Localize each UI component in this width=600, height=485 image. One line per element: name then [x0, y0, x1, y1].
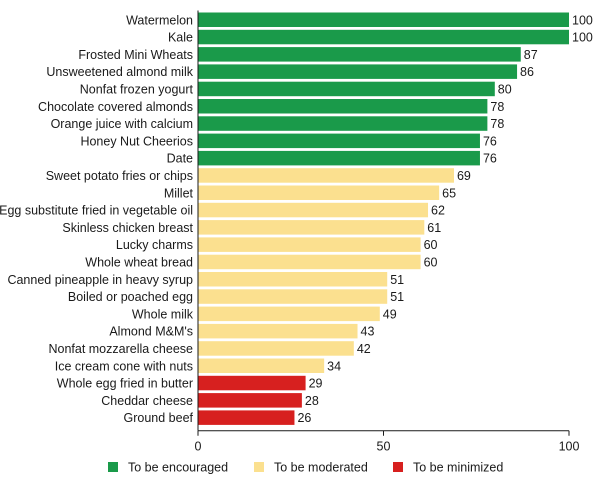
bar: [198, 133, 480, 149]
bar: [198, 47, 521, 62]
category-label: Millet: [164, 186, 194, 200]
category-label: Nonfat frozen yogurt: [80, 82, 194, 96]
bar: [198, 29, 569, 45]
category-label: Watermelon: [126, 13, 193, 27]
value-label: 65: [442, 186, 456, 200]
category-label: Sweet potato fries or chips: [46, 169, 193, 183]
value-label: 34: [327, 359, 341, 373]
value-label: 100: [572, 13, 593, 27]
value-label: 60: [424, 238, 438, 252]
bar: [198, 116, 488, 131]
legend-label: To be encouraged: [128, 461, 228, 475]
category-label: Ice cream cone with nuts: [55, 359, 193, 373]
legend-label: To be minimized: [413, 461, 503, 475]
value-label: 49: [383, 307, 397, 321]
bar: [198, 375, 306, 391]
category-label: Unsweetened almond milk: [46, 65, 193, 79]
value-label: 80: [498, 82, 512, 96]
category-label: Whole wheat bread: [85, 255, 193, 269]
bar: [198, 150, 480, 166]
x-tick-label: 50: [377, 440, 391, 454]
value-label: 26: [297, 411, 311, 425]
legend-swatch: [393, 462, 403, 472]
x-tick-label: 0: [195, 440, 202, 454]
bar: [198, 323, 358, 339]
category-label: Orange juice with calcium: [51, 117, 193, 131]
value-label: 86: [520, 65, 534, 79]
bar: [198, 341, 354, 356]
value-label: 100: [572, 31, 593, 45]
category-label: Whole milk: [132, 307, 194, 321]
value-label: 51: [390, 273, 404, 287]
legend: To be encouraged To be moderated To be min…: [108, 461, 503, 475]
value-label: 76: [483, 152, 497, 166]
category-labels: Watermelon Kale Frosted Mini Wheats Unsweet…: [0, 13, 194, 425]
legend-swatch: [254, 462, 264, 472]
bar: [198, 358, 325, 373]
legend-swatch: [108, 462, 118, 472]
bar: [198, 393, 302, 408]
category-label: Honey Nut Cheerios: [80, 134, 193, 148]
category-label: Almond M&M's: [109, 325, 193, 339]
bar: [198, 272, 388, 287]
category-label: Cheddar cheese: [101, 394, 193, 408]
bar: [198, 237, 421, 252]
x-axis: 0 50 100: [195, 10, 580, 454]
legend-label: To be moderated: [274, 461, 368, 475]
bar: [198, 99, 488, 114]
category-label: Date: [167, 152, 193, 166]
bar: [198, 202, 429, 218]
value-label: 42: [357, 342, 371, 356]
bar: [198, 306, 380, 322]
bar: [198, 168, 454, 183]
bar: [198, 64, 518, 79]
value-label: 28: [305, 394, 319, 408]
category-label: Lucky charms: [116, 238, 193, 252]
value-label: 29: [309, 377, 323, 391]
category-label: Boiled or poached egg: [68, 290, 193, 304]
category-label: Skinless chicken breast: [62, 221, 193, 235]
bar: [198, 254, 421, 270]
bar: [198, 410, 295, 425]
bar: [198, 289, 388, 304]
value-label: 51: [390, 290, 404, 304]
value-label: 69: [457, 169, 471, 183]
bar: [198, 220, 425, 235]
category-label: Chocolate covered almonds: [38, 100, 193, 114]
bar: [198, 12, 569, 27]
value-label: 78: [490, 117, 504, 131]
x-tick-label: 100: [559, 440, 580, 454]
category-label: Egg substitute fried in vegetable oil: [0, 204, 193, 218]
bar: [198, 185, 440, 200]
value-label: 87: [524, 48, 538, 62]
category-label: Frosted Mini Wheats: [78, 48, 193, 62]
value-label: 60: [424, 255, 438, 269]
category-label: Canned pineapple in heavy syrup: [7, 273, 193, 287]
bars-group: [198, 12, 569, 425]
category-label: Ground beef: [124, 411, 194, 425]
category-label: Kale: [168, 31, 193, 45]
value-label: 43: [361, 325, 375, 339]
bar: [198, 81, 495, 97]
category-label: Nonfat mozzarella cheese: [48, 342, 193, 356]
value-label: 61: [427, 221, 441, 235]
value-label: 78: [490, 100, 504, 114]
category-label: Whole egg fried in butter: [57, 377, 193, 391]
value-label: 62: [431, 204, 445, 218]
value-label: 76: [483, 134, 497, 148]
